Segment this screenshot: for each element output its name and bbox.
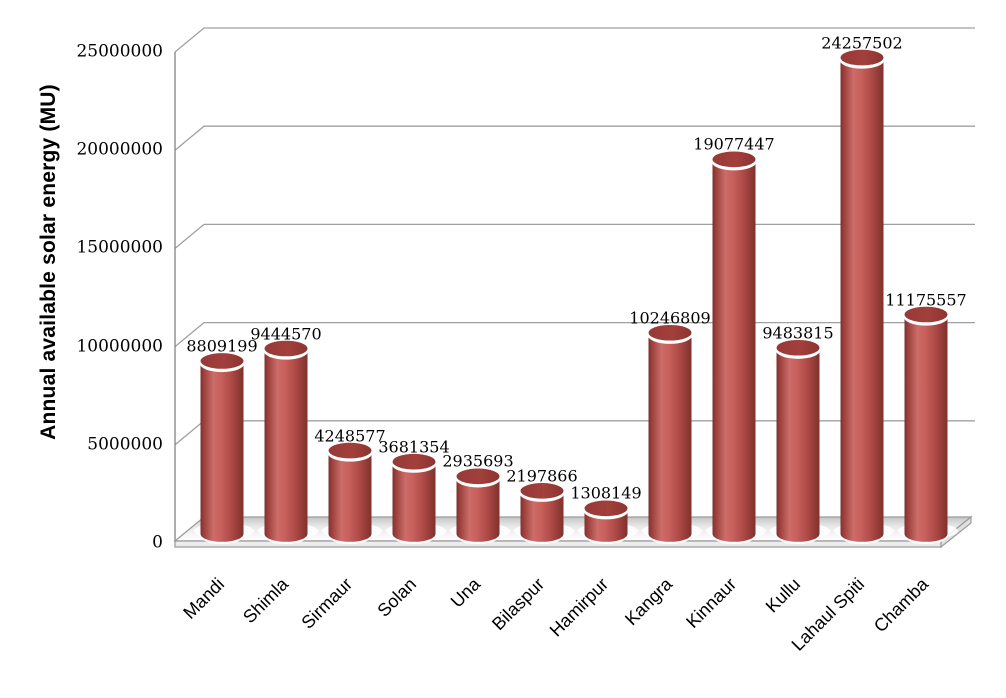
bar-sirmaur bbox=[327, 442, 373, 544]
bar-hamirpur bbox=[583, 500, 629, 544]
bar-solan bbox=[391, 453, 437, 544]
bar-kinnaur bbox=[711, 151, 757, 544]
bar-kullu bbox=[775, 339, 821, 544]
gridline bbox=[174, 125, 975, 151]
bar-mandi bbox=[199, 353, 245, 544]
bar-una bbox=[455, 468, 501, 544]
bar-kangra bbox=[647, 324, 693, 544]
bar-shimla bbox=[263, 340, 309, 544]
y-axis-title: Annual available solar energy (MU) bbox=[37, 84, 60, 440]
bar-bilaspur bbox=[519, 483, 565, 544]
gridline bbox=[174, 27, 975, 53]
bar-chamba bbox=[903, 306, 949, 544]
bar-lahaul-spiti bbox=[839, 49, 885, 544]
